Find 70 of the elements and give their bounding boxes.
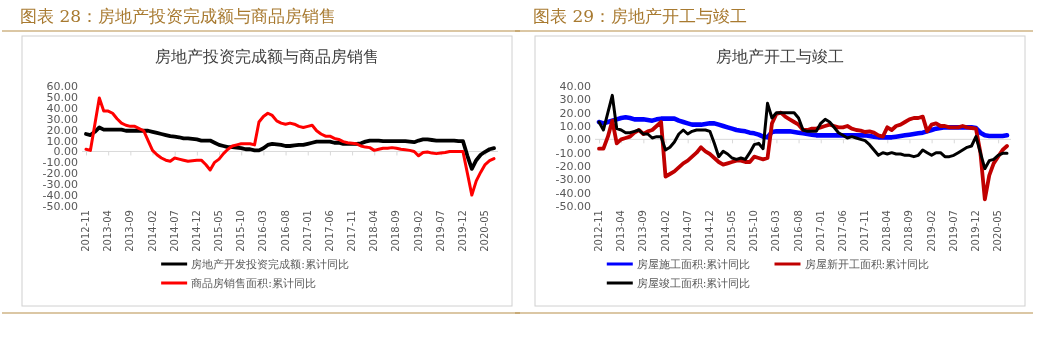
y-tick-label: 0.00 [53,145,78,159]
x-tick-label: 2019-02 [925,210,937,252]
y-tick-label: 30.00 [559,93,591,107]
x-tick-label: 2014-07 [168,210,180,252]
x-tick-label: 2012-11 [593,210,604,252]
line-series [84,96,496,197]
y-tick-label: -20.00 [42,167,78,181]
x-tick-label: 2020-05 [479,210,491,252]
x-tick-label: 2017-11 [859,210,871,252]
y-tick-label: 30.00 [46,112,78,126]
y-tick-label: 20.00 [46,123,78,137]
line-series [597,93,1009,171]
x-tick-label: 2016-03 [257,210,269,252]
x-tick-label: 2014-07 [681,210,693,252]
x-tick-label: 2016-08 [792,210,804,252]
y-tick-label: -30.00 [555,173,591,187]
x-tick-label: 2013-04 [615,210,627,252]
x-tick-label: 2013-04 [102,210,114,252]
x-tick-label: 2020-05 [992,210,1004,252]
x-tick-label: 2018-09 [390,210,402,252]
chart-title: 图表 29：房地产开工与竣工 [533,6,748,26]
legend-label: 房屋竣工面积:累计同比 [636,277,751,290]
y-tick-label: 40.00 [46,101,78,115]
x-tick-label: 2016-08 [279,210,291,252]
y-tick-label: 10.00 [559,120,591,134]
y-tick-label: -40.00 [42,189,78,203]
x-tick-label: 2019-02 [412,210,424,252]
x-tick-label: 2017-11 [346,210,358,252]
x-tick-label: 2017-06 [323,210,335,252]
legend-label: 房屋施工面积:累计同比 [636,258,751,271]
y-tick-label: -40.00 [555,186,591,200]
line-series [84,125,496,171]
y-tick-label: -50.00 [555,200,591,214]
x-tick-label: 2018-09 [903,210,915,252]
y-tick-label: 10.00 [46,134,78,148]
x-tick-label: 2019-12 [969,210,981,252]
chart-subtitle: 房地产开工与竣工 [716,47,844,66]
legend-label: 商品房销售面积:累计同比 [191,277,316,290]
x-tick-label: 2014-02 [146,210,158,252]
y-tick-label: -10.00 [555,146,591,160]
chart-title: 图表 28：房地产投资完成额与商品房销售 [20,6,337,26]
x-tick-label: 2014-12 [190,210,202,252]
x-tick-label: 2017-06 [836,210,848,252]
x-tick-label: 2017-01 [814,210,826,252]
x-tick-label: 2015-10 [748,210,760,252]
x-tick-label: 2015-10 [235,210,247,252]
x-tick-label: 2013-09 [124,210,136,252]
y-tick-label: 0.00 [566,133,591,147]
y-tick-label: 20.00 [559,106,591,120]
x-tick-label: 2017-01 [301,210,313,252]
x-tick-label: 2018-04 [881,210,893,252]
x-tick-label: 2019-07 [434,210,446,252]
y-tick-label: 40.00 [559,80,591,94]
x-tick-label: 2015-05 [213,210,225,252]
chart-subtitle: 房地产投资完成额与商品房销售 [155,47,379,66]
x-tick-label: 2016-03 [770,210,782,252]
y-tick-label: -30.00 [42,178,78,192]
y-tick-label: -50.00 [42,200,78,214]
x-tick-label: 2012-11 [80,210,91,252]
legend-label: 房地产开发投资完成额:累计同比 [191,258,349,271]
y-tick-label: -10.00 [42,156,78,170]
x-tick-label: 2019-12 [456,210,468,252]
y-tick-label: -20.00 [555,160,591,174]
x-tick-label: 2018-04 [368,210,380,252]
x-tick-label: 2014-12 [703,210,715,252]
x-tick-label: 2014-02 [659,210,671,252]
x-tick-label: 2019-07 [947,210,959,252]
legend-label: 房屋新开工面积:累计同比 [804,258,930,271]
x-tick-label: 2015-05 [726,210,738,252]
x-tick-label: 2013-09 [637,210,649,252]
